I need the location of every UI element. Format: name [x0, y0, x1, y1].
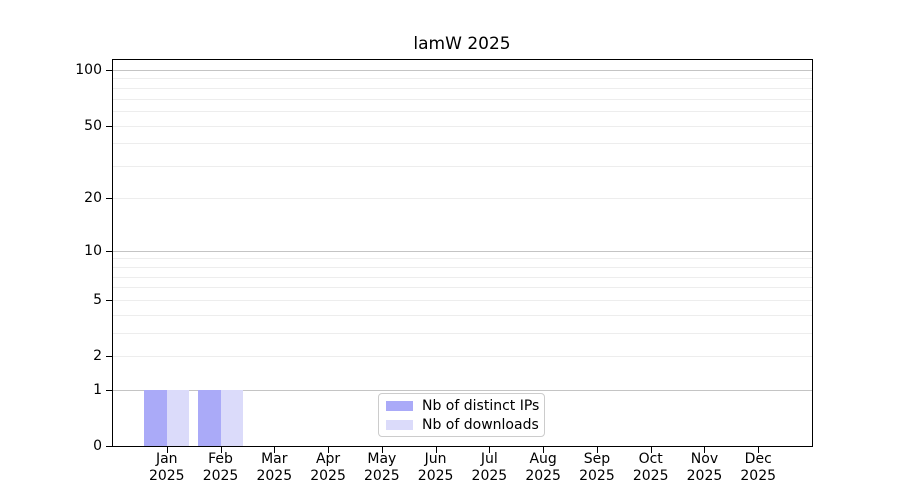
x-tick-jul — [489, 447, 491, 453]
bar-distinct-ips-feb — [198, 389, 221, 446]
x-label-year: 2025 — [417, 468, 454, 484]
x-label-year: 2025 — [471, 468, 508, 484]
x-label-year: 2025 — [740, 468, 777, 484]
legend: Nb of distinct IPs Nb of downloads — [378, 393, 545, 437]
x-tick-oct — [650, 447, 652, 453]
x-tick-jan — [166, 447, 168, 453]
x-label-year: 2025 — [525, 468, 561, 484]
x-tick-label-jun: Jun 2025 — [404, 451, 468, 485]
x-label-month: Sep — [583, 451, 611, 467]
x-tick-aug — [543, 447, 545, 453]
x-tick-may — [381, 447, 383, 453]
x-tick-label-aug: Aug 2025 — [511, 451, 575, 485]
plot-area — [112, 59, 813, 447]
x-tick-label-nov: Nov 2025 — [672, 451, 736, 485]
y-tick-100 — [106, 69, 112, 71]
y-tick-50 — [106, 125, 112, 127]
chart-title: lamW 2025 — [413, 34, 511, 54]
x-label-year: 2025 — [310, 468, 346, 484]
x-label-month: Aug — [529, 451, 557, 467]
minor-gridline-80 — [113, 87, 812, 89]
legend-swatch-distinct-ips — [386, 400, 413, 411]
x-tick-label-feb: Feb 2025 — [189, 451, 253, 485]
y-tick-2 — [106, 356, 112, 358]
x-label-month: Dec — [744, 451, 772, 467]
x-label-month: Jul — [480, 451, 498, 467]
major-gridline-100 — [113, 69, 812, 71]
y-tick-20 — [106, 197, 112, 199]
major-gridline-1 — [113, 389, 812, 391]
legend-label-distinct-ips: Nb of distinct IPs — [422, 397, 540, 414]
y-tick-label-50: 50 — [84, 117, 102, 134]
minor-gridline-6 — [113, 287, 812, 289]
minor-gridline-60 — [113, 110, 812, 112]
x-label-month: May — [367, 451, 397, 467]
bar-downloads-feb — [220, 389, 244, 446]
x-label-year: 2025 — [632, 468, 669, 484]
legend-row-downloads: Nb of downloads — [379, 417, 544, 433]
x-tick-dec — [758, 447, 760, 453]
minor-gridline-2 — [113, 356, 812, 358]
y-tick-1 — [106, 389, 112, 391]
x-tick-label-oct: Oct 2025 — [619, 451, 683, 485]
y-tick-label-0: 0 — [93, 438, 102, 454]
x-label-month: Jan — [155, 451, 178, 467]
x-label-month: Oct — [638, 451, 663, 467]
x-tick-label-sep: Sep 2025 — [565, 451, 629, 485]
x-tick-label-jul: Jul 2025 — [457, 451, 521, 485]
x-label-year: 2025 — [364, 468, 400, 484]
x-tick-nov — [704, 447, 706, 453]
x-tick-label-jan: Jan 2025 — [135, 451, 199, 485]
y-tick-0 — [106, 446, 112, 447]
x-label-month: Feb — [208, 451, 233, 467]
x-tick-label-dec: Dec 2025 — [726, 451, 790, 485]
legend-swatch-downloads — [386, 419, 413, 430]
bar-distinct-ips-jan — [144, 389, 167, 446]
x-label-year: 2025 — [579, 468, 615, 484]
minor-gridline-5 — [113, 299, 812, 301]
x-tick-jun — [435, 447, 437, 453]
y-tick-label-2: 2 — [93, 348, 102, 365]
x-label-year: 2025 — [256, 468, 293, 484]
legend-label-downloads: Nb of downloads — [422, 416, 539, 433]
minor-gridline-20 — [113, 197, 812, 199]
x-tick-sep — [596, 447, 598, 453]
y-tick-label-1: 1 — [93, 381, 102, 398]
y-tick-10 — [106, 250, 112, 252]
y-tick-label-5: 5 — [93, 291, 102, 308]
x-tick-label-mar: Mar 2025 — [242, 451, 306, 485]
minor-gridline-9 — [113, 258, 812, 260]
x-tick-label-may: May 2025 — [350, 451, 414, 485]
x-label-year: 2025 — [686, 468, 723, 484]
x-label-month: Mar — [261, 451, 288, 467]
y-tick-label-20: 20 — [84, 189, 102, 206]
x-label-year: 2025 — [148, 468, 185, 484]
y-tick-label-10: 10 — [84, 242, 102, 259]
x-label-month: Apr — [315, 451, 341, 467]
minor-gridline-30 — [113, 166, 812, 168]
x-tick-mar — [274, 447, 276, 453]
minor-gridline-40 — [113, 143, 812, 145]
minor-gridline-70 — [113, 98, 812, 100]
x-tick-feb — [220, 447, 222, 453]
minor-gridline-8 — [113, 266, 812, 268]
x-label-year: 2025 — [202, 468, 239, 484]
minor-gridline-50 — [113, 125, 812, 127]
minor-gridline-4 — [113, 314, 812, 316]
x-label-month: Nov — [690, 451, 719, 467]
x-tick-apr — [328, 447, 330, 453]
x-tick-label-apr: Apr 2025 — [296, 451, 360, 485]
bar-downloads-jan — [166, 389, 190, 446]
x-label-month: Jun — [424, 451, 447, 467]
y-tick-5 — [106, 299, 112, 301]
major-gridline-10 — [113, 250, 812, 252]
minor-gridline-90 — [113, 78, 812, 80]
minor-gridline-7 — [113, 276, 812, 278]
minor-gridline-3 — [113, 333, 812, 335]
legend-row-distinct-ips: Nb of distinct IPs — [379, 398, 544, 414]
y-tick-label-100: 100 — [75, 61, 102, 78]
